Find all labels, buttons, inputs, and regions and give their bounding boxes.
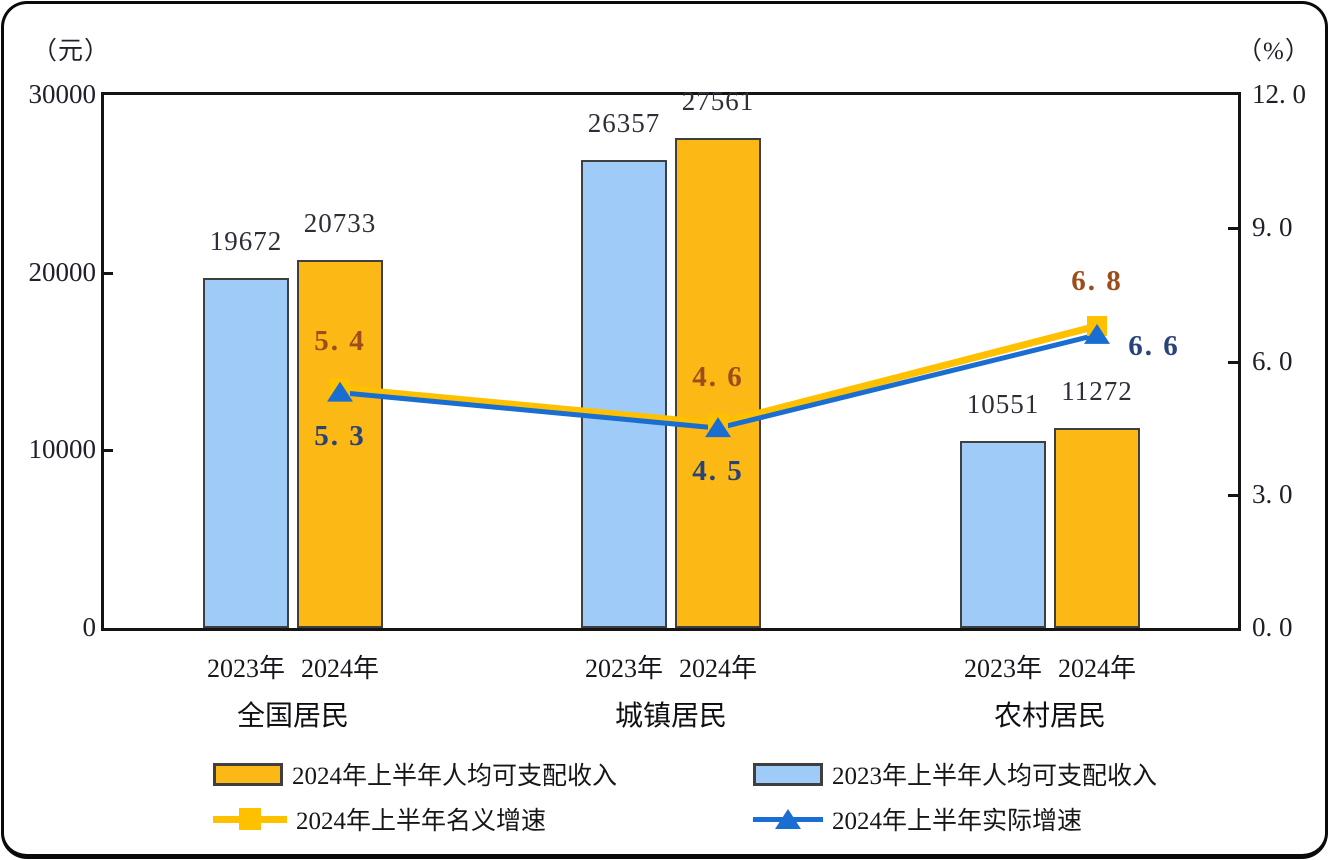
- legend-swatch-2024-income-icon: [213, 762, 283, 786]
- right-axis-tick-label: 12. 0: [1252, 79, 1306, 109]
- legend-real-line-triangle-icon: [753, 806, 823, 832]
- legend-nominal-line-square-icon: [213, 806, 287, 832]
- right-axis-unit: （%）: [1237, 38, 1311, 65]
- left-axis-tick-label: 0: [82, 612, 97, 642]
- x-axis-group-label: 城镇居民: [614, 701, 727, 732]
- left-axis-tickmark: [103, 271, 113, 275]
- right-axis-tick-label: 6. 0: [1252, 345, 1293, 376]
- x-axis-year-label: 2024年: [1057, 654, 1136, 683]
- right-axis-tickmark: [1228, 227, 1238, 231]
- right-axis-tick-label: 3. 0: [1252, 478, 1293, 509]
- bar-value-label: 26357: [587, 107, 661, 138]
- bar-2024-group3: [1054, 427, 1140, 628]
- legend-item-income-2024: 2024年上半年人均可支配收入: [213, 759, 618, 790]
- right-axis-tickmark: [1228, 493, 1238, 497]
- legend-label-nominal-growth: 2024年上半年名义增速: [296, 808, 547, 835]
- left-axis-tickmark: [103, 449, 113, 453]
- x-axis-year-label: 2023年: [963, 654, 1042, 683]
- legend-label-real-growth: 2024年上半年实际增速: [832, 808, 1083, 835]
- x-axis-year-label: 2023年: [584, 654, 663, 683]
- bar-2023-group2: [581, 159, 667, 628]
- plot-area: [101, 92, 1241, 631]
- x-axis-year-label: 2023年: [206, 654, 285, 683]
- x-axis-year-label: 2024年: [300, 654, 379, 683]
- right-axis-tickmark: [1228, 360, 1238, 364]
- bar-value-label: 11272: [1061, 375, 1133, 406]
- right-axis-tick-label: 9. 0: [1252, 212, 1293, 243]
- left-axis-tick-label: 10000: [28, 434, 97, 465]
- x-axis-group-label: 全国居民: [236, 701, 349, 732]
- legend-swatch-2023-income-icon: [753, 762, 823, 786]
- legend-label-income-2024: 2024年上半年人均可支配收入: [292, 763, 618, 790]
- right-axis-tick-label: 0. 0: [1252, 612, 1293, 642]
- bar-value-label: 20733: [303, 207, 377, 238]
- legend-label-income-2023: 2023年上半年人均可支配收入: [832, 763, 1158, 790]
- legend-item-income-2023: 2023年上半年人均可支配收入: [753, 759, 1158, 790]
- bar-value-label: 27561: [681, 86, 755, 117]
- left-axis-tick-label: 20000: [28, 256, 97, 287]
- x-axis-group-label: 农村居民: [993, 701, 1106, 732]
- bar-value-label: 19672: [209, 226, 283, 257]
- legend-item-real-growth: 2024年上半年实际增速: [753, 804, 1083, 835]
- x-axis-year-label: 2024年: [678, 654, 757, 683]
- bar-2024-group1: [297, 259, 383, 628]
- bar-2023-group3: [960, 440, 1046, 628]
- bar-2023-group1: [203, 278, 289, 628]
- left-axis-unit: （元）: [32, 38, 111, 65]
- legend-item-nominal-growth: 2024年上半年名义增速: [213, 804, 547, 835]
- bar-2024-group2: [675, 138, 761, 628]
- left-axis-tick-label: 30000: [28, 79, 97, 109]
